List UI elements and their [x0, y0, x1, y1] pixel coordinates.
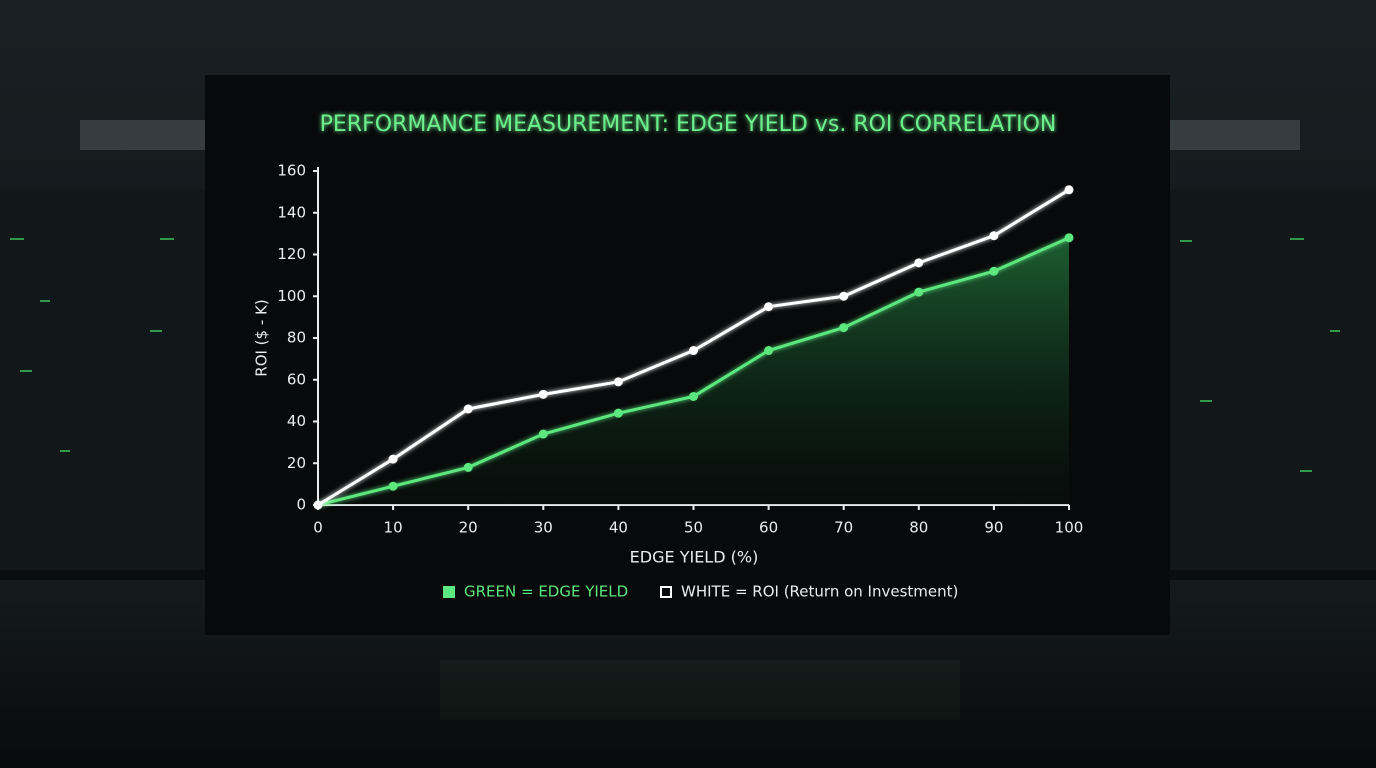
x-tick-label: 30: [534, 519, 553, 537]
y-axis-label: ROI ($ - K): [253, 299, 271, 376]
x-tick-label: 70: [834, 519, 853, 537]
server-rack-right: [1170, 190, 1376, 570]
data-point: [388, 481, 398, 491]
x-tick-label: 50: [684, 519, 703, 537]
data-point: [989, 266, 999, 276]
legend-label: WHITE = ROI (Return on Investment): [681, 583, 958, 601]
y-tick-label: 120: [277, 245, 306, 263]
x-axis-label: EDGE YIELD (%): [630, 548, 759, 567]
x-tick-label: 80: [909, 519, 928, 537]
y-tick-label: 60: [287, 370, 306, 388]
data-point: [463, 462, 473, 472]
data-point: [689, 346, 698, 356]
data-point: [538, 389, 548, 399]
y-tick-label: 20: [287, 454, 306, 472]
data-point: [914, 258, 924, 268]
y-tick-label: 140: [277, 203, 306, 221]
legend: GREEN = EDGE YIELD WHITE = ROI (Return on…: [443, 583, 958, 601]
data-point: [914, 287, 924, 297]
x-tick-label: 20: [459, 519, 478, 537]
data-point: [538, 429, 548, 439]
data-point: [1064, 233, 1074, 243]
server-rack-left: [0, 190, 205, 570]
x-tick-label: 100: [1055, 519, 1084, 537]
x-tick-label: 10: [384, 519, 403, 537]
y-tick-label: 160: [277, 162, 306, 180]
data-point: [839, 323, 849, 333]
floor-reflection: [440, 660, 960, 720]
series-area: [318, 237, 1069, 506]
data-point: [613, 408, 623, 418]
data-point: [388, 454, 398, 464]
data-point: [613, 377, 623, 387]
data-point: [689, 391, 698, 401]
x-tick-label: 40: [609, 519, 628, 537]
legend-swatch: [443, 586, 455, 598]
data-point: [463, 404, 473, 414]
x-tick-label: 0: [313, 519, 323, 537]
data-point: [313, 500, 323, 510]
x-tick-label: 60: [759, 519, 778, 537]
x-tick-label: 90: [984, 519, 1003, 537]
y-tick-label: 40: [287, 412, 306, 430]
ceiling-light: [1170, 120, 1300, 150]
chart-title: PERFORMANCE MEASUREMENT: EDGE YIELD vs. …: [320, 112, 1057, 137]
data-point: [764, 302, 774, 312]
data-point: [839, 291, 849, 301]
legend-swatch: [660, 586, 672, 598]
plot: 0 20 40 60 80 100 120 140 160 0 10 20 30 40 50 60 70 80 90…: [277, 162, 1083, 537]
y-tick-label: 80: [287, 329, 306, 347]
ceiling-light: [80, 120, 205, 150]
rack-leds: [10, 238, 1340, 472]
legend-label: GREEN = EDGE YIELD: [464, 583, 628, 601]
data-point: [989, 231, 999, 241]
y-tick-label: 100: [277, 287, 306, 305]
data-point: [1064, 185, 1074, 195]
y-tick-label: 0: [296, 496, 306, 514]
data-point: [764, 346, 774, 356]
